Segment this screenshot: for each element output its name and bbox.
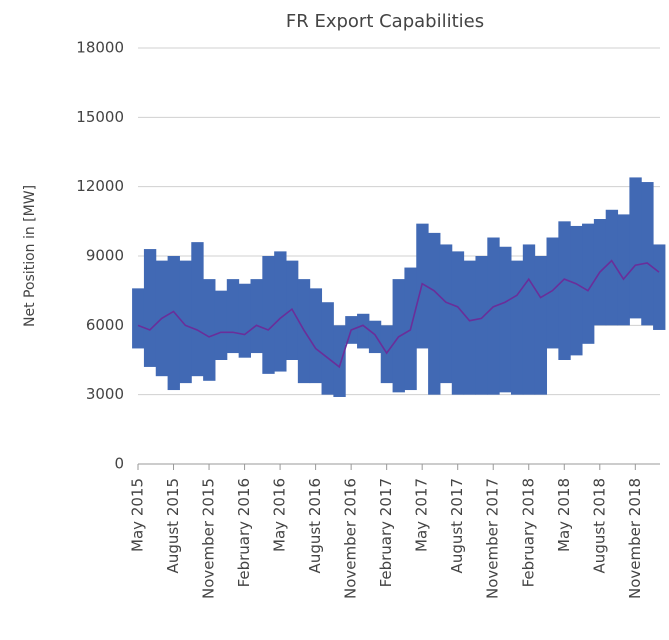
x-tick-label: August 2015 bbox=[164, 478, 182, 573]
range-bar bbox=[214, 290, 228, 360]
x-tick-label: May 2017 bbox=[413, 478, 431, 552]
range-bar bbox=[499, 246, 512, 393]
x-tick-label: November 2018 bbox=[626, 478, 644, 599]
range-bar bbox=[534, 256, 548, 395]
y-axis-label: Net Position in [MW] bbox=[22, 185, 38, 327]
range-bar bbox=[570, 225, 583, 356]
range-bar bbox=[250, 279, 263, 354]
range-bar bbox=[274, 251, 287, 372]
range-bar bbox=[463, 260, 476, 395]
range-bar bbox=[546, 237, 559, 349]
range-bar bbox=[143, 249, 157, 367]
range-bar bbox=[380, 325, 394, 384]
range-bar bbox=[558, 221, 571, 360]
range-bar bbox=[203, 279, 216, 381]
x-tick-label: November 2017 bbox=[484, 478, 502, 599]
range-bar bbox=[451, 251, 465, 395]
x-tick-label: May 2018 bbox=[555, 478, 573, 552]
range-bar bbox=[641, 182, 654, 326]
y-tick-label: 0 bbox=[114, 455, 124, 473]
chart-title: FR Export Capabilities bbox=[286, 11, 484, 32]
range-bar bbox=[132, 288, 145, 349]
range-bar bbox=[309, 288, 323, 384]
range-bar bbox=[238, 283, 251, 358]
range-bar bbox=[357, 313, 370, 349]
range-bar bbox=[522, 244, 536, 395]
range-bar bbox=[416, 223, 429, 349]
x-tick-label: August 2016 bbox=[306, 478, 324, 573]
range-bar bbox=[179, 260, 192, 384]
x-tick-label: February 2017 bbox=[377, 478, 395, 587]
x-tick-label: February 2018 bbox=[519, 478, 537, 587]
range-bar bbox=[582, 223, 595, 344]
x-tick-label: May 2015 bbox=[129, 478, 147, 552]
range-bar bbox=[191, 242, 204, 377]
y-tick-label: 18000 bbox=[76, 39, 124, 57]
x-tick-label: November 2016 bbox=[342, 478, 360, 599]
x-tick-label: August 2018 bbox=[590, 478, 608, 573]
range-bar bbox=[605, 209, 619, 326]
range-bar bbox=[368, 320, 382, 354]
range-bar bbox=[487, 237, 500, 395]
y-tick-label: 9000 bbox=[86, 247, 124, 265]
range-bar bbox=[629, 177, 642, 319]
x-tick-label: August 2017 bbox=[448, 478, 466, 573]
y-tick-label: 12000 bbox=[76, 177, 124, 195]
range-bar bbox=[392, 279, 405, 393]
x-tick-label: May 2016 bbox=[271, 478, 289, 552]
range-bar bbox=[475, 256, 488, 395]
range-bar bbox=[333, 325, 346, 397]
range-bar bbox=[617, 214, 630, 326]
range-bar bbox=[321, 302, 334, 395]
x-tick-label: November 2015 bbox=[200, 478, 218, 599]
y-tick-label: 15000 bbox=[76, 108, 124, 126]
series-line bbox=[137, 259, 660, 369]
y-tick-label: 6000 bbox=[86, 316, 124, 334]
range-bar bbox=[510, 260, 524, 395]
range-bar bbox=[428, 232, 441, 395]
range-bar bbox=[226, 279, 240, 354]
range-bar bbox=[262, 256, 275, 374]
range-bar bbox=[653, 244, 666, 330]
x-tick-label: February 2016 bbox=[235, 478, 253, 587]
y-tick-label: 3000 bbox=[86, 385, 124, 403]
range-bar bbox=[439, 244, 453, 384]
range-bar bbox=[167, 256, 180, 391]
